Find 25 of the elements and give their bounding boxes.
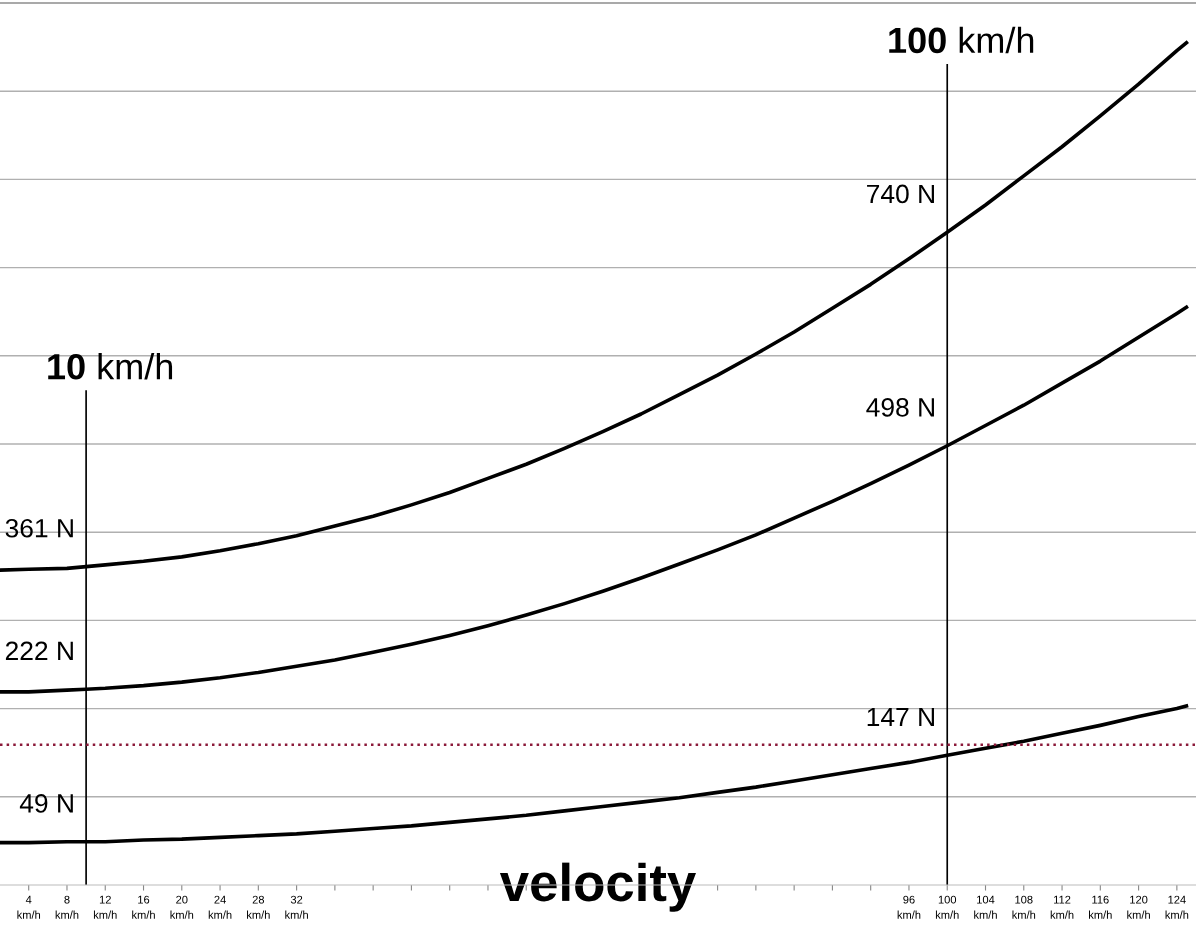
x-tick-label: 100 km/h [935, 895, 959, 919]
data-label: 49 N [19, 794, 73, 813]
x-tick-label: 20 km/h [170, 895, 194, 919]
data-label: 740 N [867, 184, 934, 204]
x-tick-label: 12 km/h [93, 895, 117, 919]
x-tick-label: 124 km/h [1165, 895, 1189, 919]
x-tick-label: 104 km/h [974, 895, 997, 919]
ref-line-label: 10 km/h [48, 353, 173, 380]
x-tick-label: 8 km/h [55, 895, 79, 919]
x-tick-label: 16 km/h [132, 895, 155, 919]
x-tick-label: 116 km/h [1089, 895, 1112, 919]
x-tick-label: 32 km/h [285, 895, 308, 919]
x-tick-label: 112 km/h [1050, 895, 1074, 919]
x-axis-title: velocity [499, 862, 696, 912]
x-tick-label: 24 km/h [208, 895, 232, 919]
x-tick-label: 108 km/h [1012, 895, 1036, 919]
data-label: 222 N [5, 641, 73, 660]
data-label: 147 N [867, 707, 934, 727]
data-label: 361 N [5, 518, 73, 538]
x-tick-label: 4 km/h [17, 895, 41, 919]
data-label: 498 N [866, 398, 934, 417]
x-tick-label: 28 km/h [247, 895, 270, 919]
ref-line-label: 100 km/h [889, 26, 1034, 54]
x-tick-label: 96 km/h [897, 895, 921, 919]
x-tick-label: 120 km/h [1127, 895, 1150, 919]
